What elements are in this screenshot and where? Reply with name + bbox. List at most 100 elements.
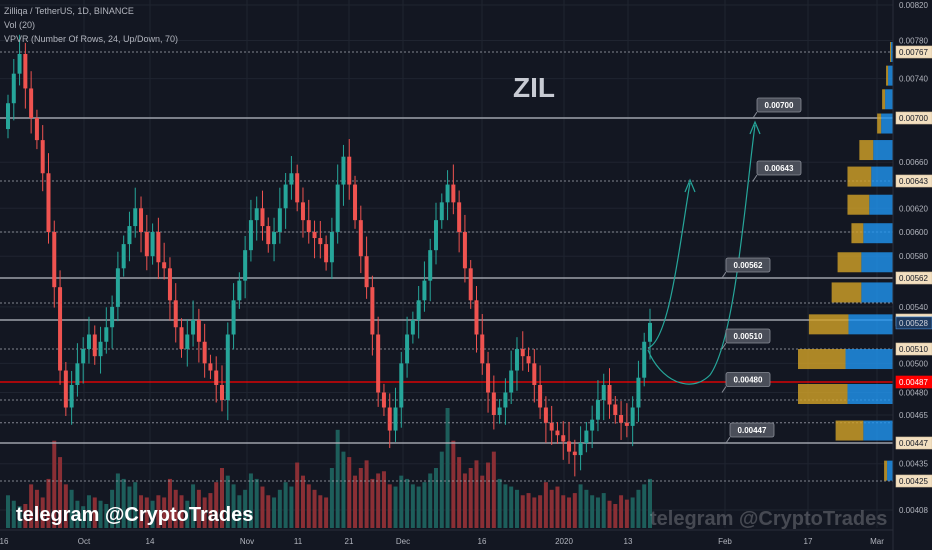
candle-body-43 [254, 208, 259, 221]
candle-body-28 [167, 268, 172, 301]
annotation-label-4: 0.00480 [734, 376, 763, 385]
projection-path-mid[interactable] [647, 182, 691, 349]
watermark-right: telegram @CryptoTrades [650, 508, 888, 530]
candle-body-42 [248, 220, 253, 251]
volume-bar-31 [185, 500, 190, 528]
volume-bar-72 [422, 482, 427, 528]
vpvr-up-11 [845, 349, 893, 370]
volume-bar-64 [376, 473, 381, 528]
candle-body-94 [549, 422, 554, 431]
candle-body-107 [624, 422, 629, 426]
y-tick-0: 0.00820 [899, 1, 928, 10]
volume-bar-61 [358, 468, 363, 528]
volume-bar-108 [630, 497, 635, 528]
volume-bar-98 [572, 493, 577, 528]
volume-bar-100 [584, 489, 589, 528]
candle-body-91 [532, 363, 537, 385]
y-tick-6: 0.00600 [899, 228, 928, 237]
volume-bar-2 [17, 506, 22, 528]
volume-bar-95 [555, 486, 560, 528]
volume-bar-99 [578, 484, 583, 528]
vpvr-up-0 [891, 42, 893, 62]
volume-bar-33 [196, 489, 201, 528]
annotation-box-4[interactable] [725, 372, 771, 387]
x-tick-10: Feb [718, 537, 732, 546]
price-axis[interactable]: 0.00820 0.00780 0.00740 0.00700 0.00660 0.006… [892, 0, 932, 550]
volume-bar-34 [202, 497, 207, 528]
candle-body-63 [370, 287, 375, 335]
volume-bar-62 [364, 460, 369, 528]
volume-profile [798, 42, 893, 481]
candle-body-90 [526, 356, 531, 364]
x-tick-7: 16 [478, 537, 487, 546]
volume-bar-104 [607, 500, 612, 528]
vpvr-down-0 [890, 42, 892, 62]
annotation-box-1[interactable] [756, 160, 802, 176]
projection-path-high[interactable] [647, 124, 756, 385]
candle-body-44 [260, 208, 265, 227]
price-tag-label-2: 0.00643 [899, 177, 928, 186]
level-annotations[interactable]: 0.00700 0.00643 0.00562 0.00510 0.00480 0.004… [721, 97, 802, 444]
volume-bar-67 [393, 486, 398, 528]
candle-body-65 [381, 392, 386, 408]
candle-body-58 [341, 156, 346, 185]
candle-body-108 [630, 407, 635, 426]
y-tick-12: 0.00435 [899, 460, 928, 469]
candle-body-32 [191, 320, 196, 335]
price-tag-7 [895, 375, 932, 389]
candle-body-67 [393, 407, 398, 431]
candle-body-96 [561, 435, 566, 442]
vpvr-up-12 [847, 384, 893, 404]
time-axis[interactable]: 16 Oct 14 Nov 11 21 Dec 16 2020 13 Feb 17 Mar [0, 529, 893, 546]
volume-bar-71 [416, 486, 421, 528]
annotation-box-3[interactable] [725, 328, 771, 344]
annotation-box-5[interactable] [729, 422, 775, 438]
volume-bar-44 [260, 486, 265, 528]
price-tag-label-1: 0.00700 [899, 114, 928, 123]
candle-body-88 [514, 349, 519, 371]
volume-bar-28 [167, 478, 172, 528]
projection-arrows[interactable] [647, 120, 761, 385]
volume-bar-7 [46, 478, 51, 528]
volume-bar-96 [561, 495, 566, 528]
candle-body-11 [69, 385, 74, 408]
price-tag-0 [895, 45, 932, 59]
candle-body-105 [613, 404, 618, 415]
candle-body-59 [347, 156, 352, 185]
candle-body-14 [86, 334, 91, 349]
vpvr-up-3 [881, 113, 893, 134]
annotation-box-2[interactable] [725, 257, 771, 273]
volume-bar-76 [445, 408, 450, 528]
candle-body-8 [52, 232, 57, 288]
candle-body-40 [237, 280, 242, 301]
price-tag-label-5: 0.00528 [899, 319, 928, 328]
x-tick-2: 14 [146, 537, 155, 546]
horizontal-levels[interactable] [0, 51, 893, 482]
volume-bar-85 [497, 478, 502, 528]
volume-bar-59 [347, 457, 352, 528]
projection-arrowhead-mid [684, 178, 696, 193]
y-tick-2: 0.00740 [899, 75, 928, 84]
annotation-box-0[interactable] [756, 97, 802, 113]
candle-body-1 [11, 73, 16, 104]
volume-bar-18 [110, 489, 115, 528]
candle-body-98 [572, 451, 577, 456]
volume-bar-107 [624, 499, 629, 528]
candle-body-106 [619, 415, 624, 423]
candlesticks[interactable] [6, 34, 652, 477]
volume-bar-30 [179, 495, 184, 528]
annotation-pointer-2 [721, 271, 727, 279]
candle-body-39 [231, 300, 236, 335]
vpvr-up-1 [888, 65, 893, 86]
volume-bar-48 [283, 482, 288, 528]
candle-body-2 [17, 53, 22, 74]
x-tick-9: 13 [624, 537, 633, 546]
candle-body-50 [295, 173, 300, 203]
candle-body-104 [607, 385, 612, 405]
candle-body-85 [497, 407, 502, 415]
vpvr-up-10 [848, 314, 893, 335]
candle-body-89 [520, 349, 525, 357]
symbol-title: Zilliqa / TetherUS, 1D, BINANCE [4, 6, 134, 16]
y-tick-1: 0.00780 [899, 36, 928, 45]
